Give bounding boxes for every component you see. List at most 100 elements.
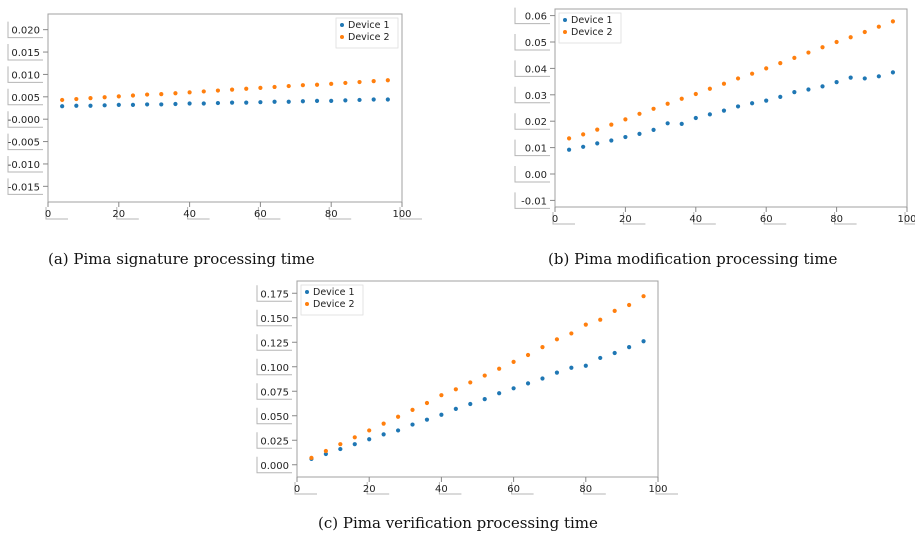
data-point	[357, 79, 362, 85]
data-point	[385, 78, 390, 83]
y-tick-label: 0.075	[260, 387, 289, 398]
x-tick-label: 60	[507, 484, 520, 495]
caption-verification: (c) Pima verification processing time	[318, 514, 598, 532]
x-tick-box	[904, 212, 915, 225]
data-point	[598, 317, 603, 322]
series-1	[566, 70, 896, 152]
y-tick-label: 0.01	[525, 144, 547, 155]
data-point	[385, 97, 390, 102]
chart-modification-time: -0.01 0.00 0.01 0.02 0.03 0.04 0.05 0.06 0 20 40 60…	[514, 7, 915, 225]
x-tick-box	[116, 207, 139, 220]
legend-marker	[563, 18, 567, 22]
data-point	[497, 391, 502, 396]
data-point	[439, 393, 444, 398]
data-point	[581, 132, 586, 137]
data-point	[272, 99, 277, 104]
data-point	[258, 85, 263, 90]
y-tick-label: -0.01	[521, 196, 547, 207]
y-tick-box	[256, 358, 292, 376]
legend-marker	[305, 302, 309, 306]
x-tick-box	[511, 482, 534, 495]
data-point	[707, 112, 712, 117]
y-tick-label: -0.015	[8, 182, 40, 193]
x-tick-label: 80	[579, 484, 592, 495]
data-point	[721, 108, 727, 113]
data-point	[820, 45, 825, 50]
data-point	[665, 121, 670, 126]
y-tick-label: 0.100	[260, 363, 289, 374]
data-point	[439, 412, 444, 417]
chart-signature-time: -0.015 -0.010 -0.005 -0.000 0.005 0.010 0.015 0…	[7, 13, 422, 220]
y-tick-box	[514, 113, 550, 130]
series-2	[60, 78, 390, 103]
data-point	[60, 104, 65, 109]
series-1	[309, 339, 646, 461]
data-point	[583, 322, 588, 327]
x-tick-label: 40	[689, 214, 702, 225]
data-point	[693, 115, 698, 121]
y-tick-label: 0.005	[11, 93, 40, 104]
data-point	[229, 87, 235, 92]
data-point	[371, 79, 376, 84]
data-point	[352, 435, 357, 440]
data-point	[693, 91, 698, 97]
data-point	[201, 101, 206, 106]
data-point	[665, 101, 670, 106]
data-point	[735, 104, 741, 109]
x-tick-box	[366, 482, 390, 495]
legend-box	[558, 12, 622, 44]
x-tick-box	[399, 207, 422, 220]
y-tick-label: 0.02	[525, 117, 547, 128]
data-point	[569, 331, 574, 336]
data-point	[609, 122, 614, 127]
data-point	[806, 50, 811, 55]
data-point	[74, 96, 79, 102]
data-point	[750, 71, 755, 76]
data-point	[540, 345, 545, 350]
data-point	[102, 95, 107, 100]
data-point	[482, 373, 487, 378]
y-tick-label: 0.175	[260, 289, 289, 300]
x-tick-box	[45, 207, 68, 220]
data-point	[637, 131, 642, 136]
x-tick-label: 20	[619, 214, 632, 225]
data-point	[862, 29, 867, 35]
y-tick-label: 0.05	[525, 38, 547, 49]
legend-label: Device 1	[313, 287, 355, 298]
data-point	[750, 101, 755, 106]
data-point	[300, 99, 305, 104]
x-tick-label: 20	[112, 209, 125, 220]
data-point	[395, 414, 401, 419]
data-point	[627, 302, 632, 308]
data-point	[145, 102, 150, 107]
plot-frame	[47, 13, 403, 203]
data-point	[88, 96, 93, 101]
y-tick-box	[514, 7, 550, 25]
data-point	[848, 35, 853, 40]
data-point	[215, 100, 221, 106]
data-point	[735, 76, 741, 81]
y-tick-label: 0.050	[260, 412, 289, 423]
data-point	[338, 442, 343, 447]
data-point	[381, 432, 386, 437]
x-tick-box	[834, 212, 857, 225]
legend-marker	[340, 23, 344, 27]
data-point	[329, 98, 334, 103]
x-tick-label: 40	[183, 209, 196, 220]
data-point	[74, 103, 79, 108]
data-point	[707, 86, 712, 91]
x-tick-box	[583, 482, 606, 495]
data-point	[641, 339, 646, 344]
data-point	[623, 117, 628, 122]
plot-frame	[554, 8, 908, 208]
y-tick-box	[7, 155, 43, 173]
data-point	[453, 406, 458, 411]
x-tick-box	[294, 482, 317, 495]
y-tick-label: 0.000	[260, 461, 289, 472]
data-point	[468, 401, 473, 407]
data-point	[876, 24, 881, 29]
y-tick-label: 0.015	[11, 48, 40, 59]
data-point	[371, 97, 376, 102]
data-point	[410, 422, 415, 427]
data-point	[554, 370, 560, 375]
